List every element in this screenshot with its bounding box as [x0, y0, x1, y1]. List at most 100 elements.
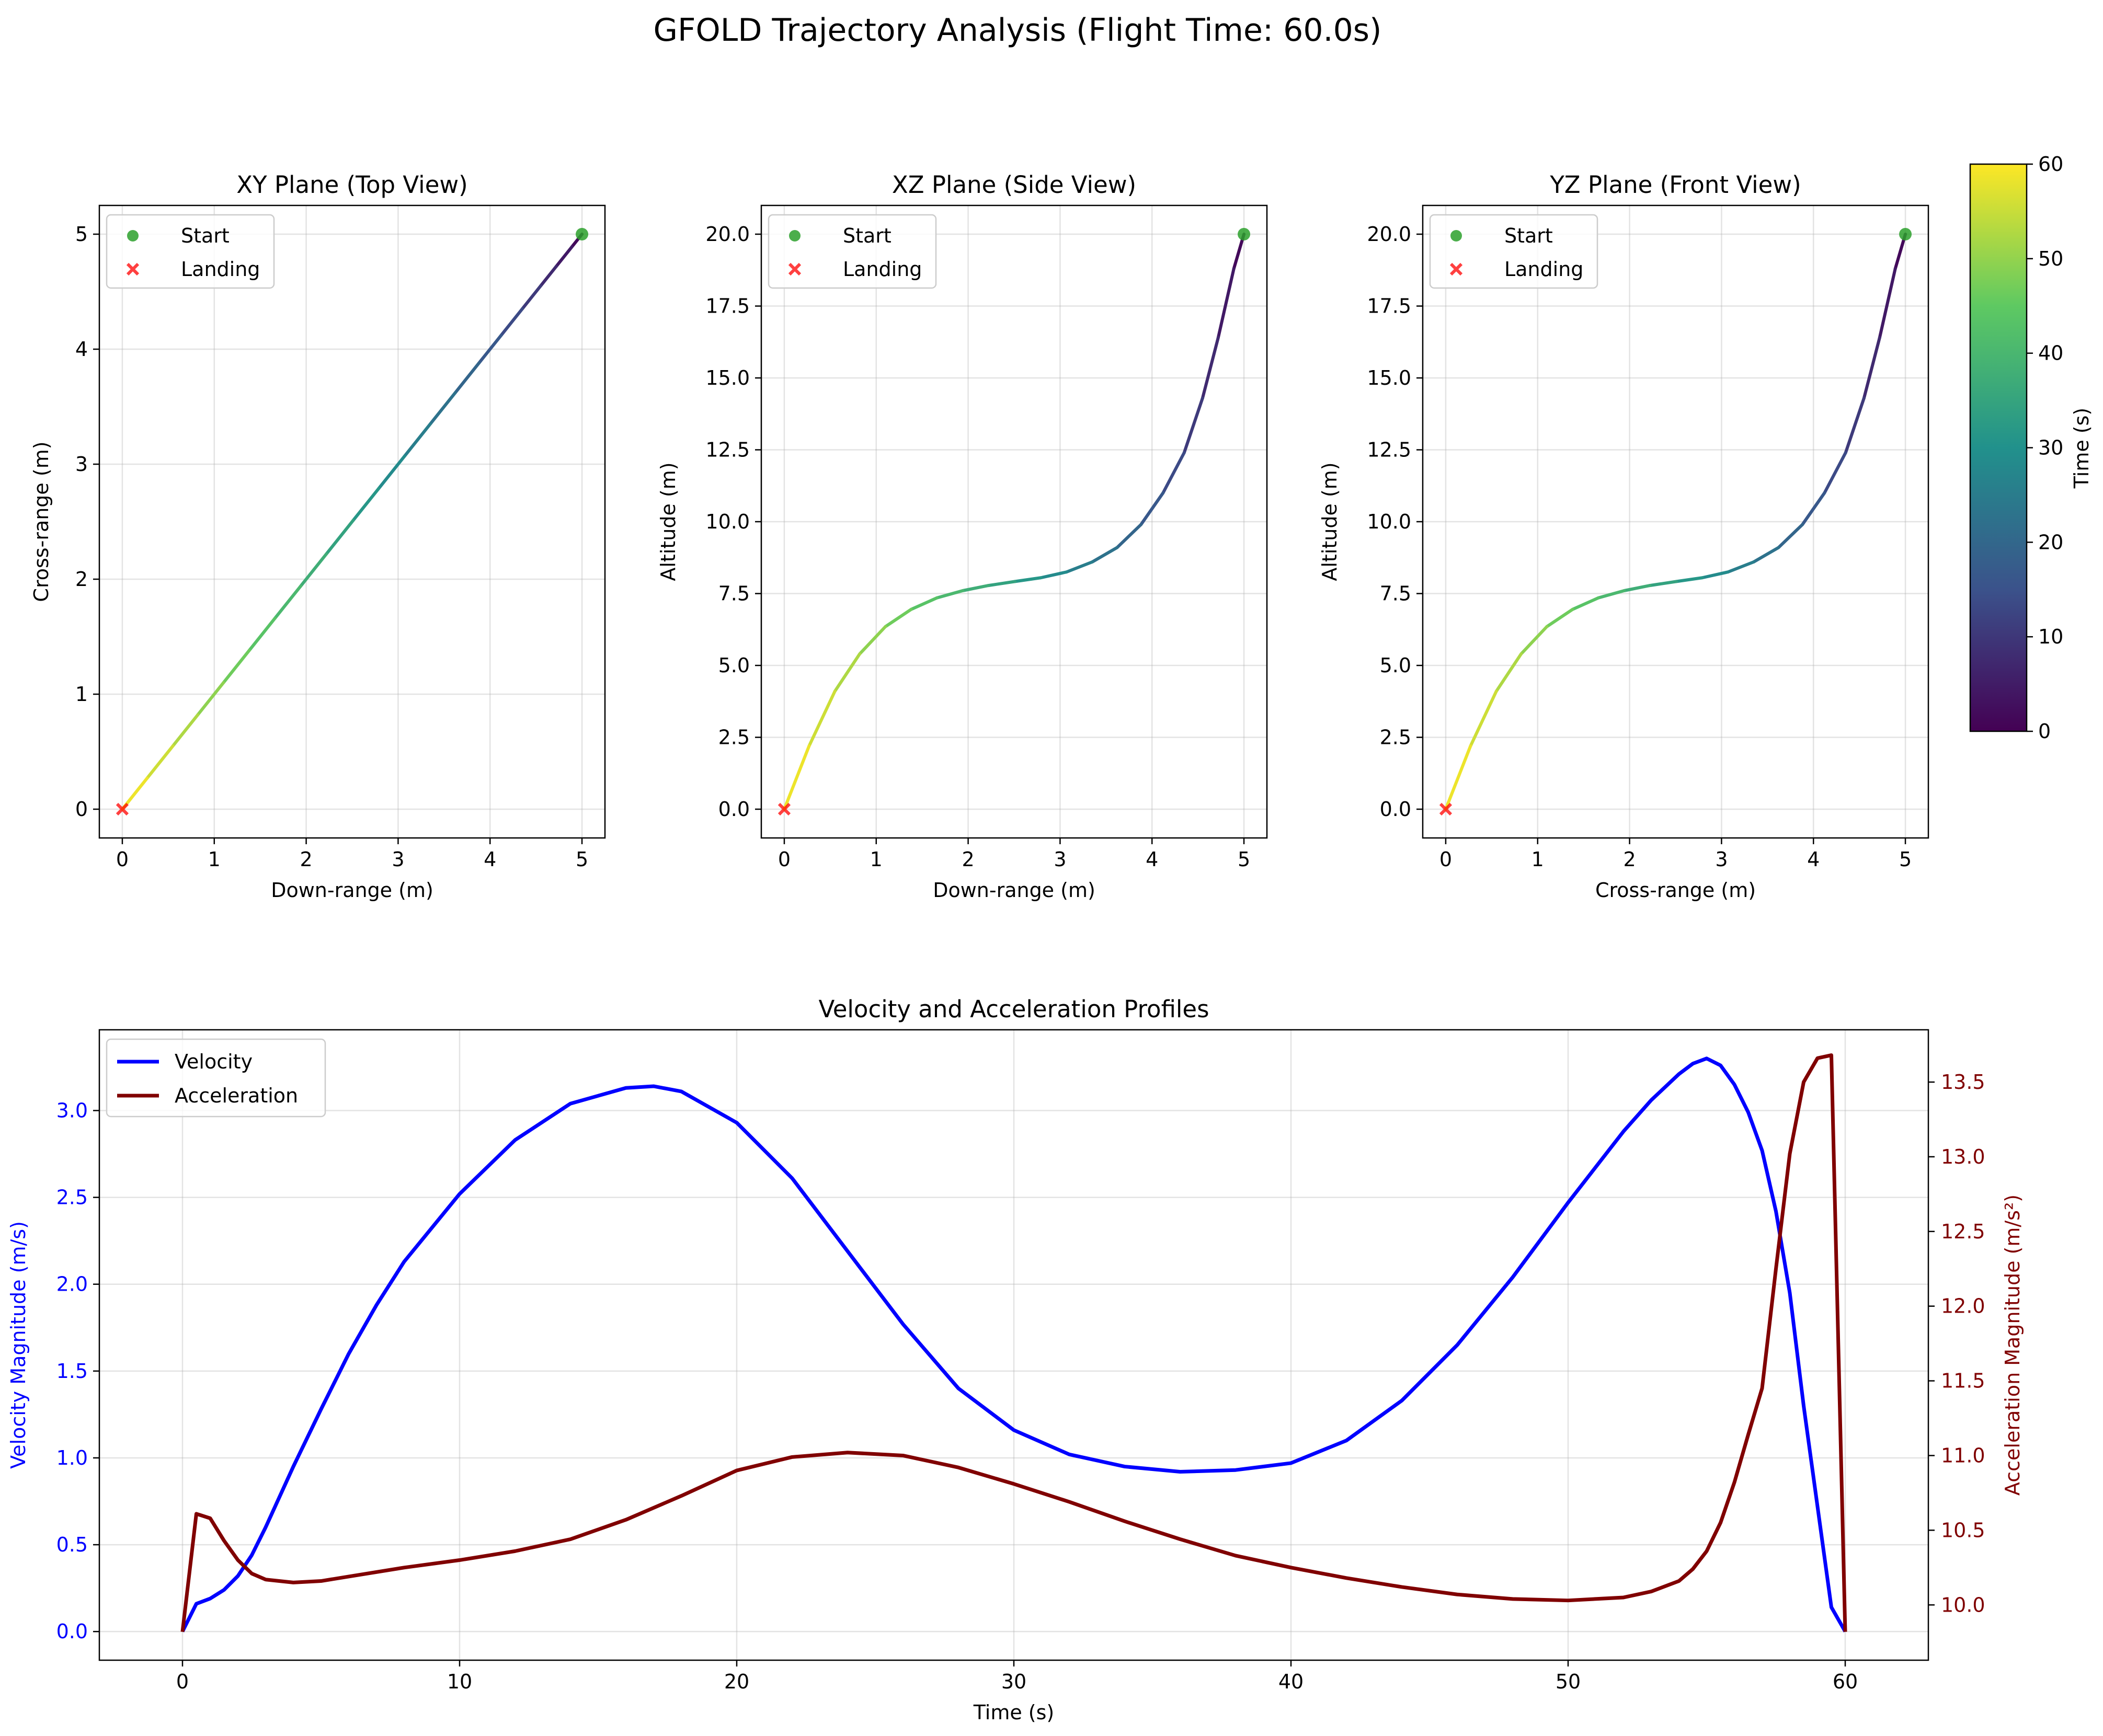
- trajectory-segment: [247, 616, 277, 652]
- legend-landing-swatch: [1449, 262, 1463, 276]
- x-tick-label: 30: [1001, 1670, 1026, 1693]
- trajectory-segment: [1519, 625, 1549, 656]
- x-tick-label: 20: [724, 1670, 749, 1693]
- x-tick-label: 1: [1531, 848, 1544, 871]
- xy-plane-chart: 0 1 2 3 4 5 0 1 2 3 4 5 XY Plane (Top View) Down-rang…: [30, 171, 606, 902]
- trajectory-segment: [1182, 396, 1204, 454]
- colorbar-tick-label: 20: [2038, 531, 2063, 554]
- axes-title: Velocity and Acceleration Profiles: [818, 995, 1209, 1023]
- x-tick-label: 2: [300, 848, 312, 871]
- x-tick-label: 0: [778, 848, 791, 871]
- trajectory-segment: [1862, 336, 1881, 400]
- trajectory-segment: [782, 744, 811, 811]
- x-tick-label: 3: [1054, 848, 1066, 871]
- x-tick-label: 5: [1899, 848, 1912, 871]
- legend-landing-swatch: [788, 262, 802, 276]
- x-tick-label: 3: [1715, 848, 1728, 871]
- trajectory-segment: [171, 713, 200, 748]
- x-tick-label: 5: [576, 848, 588, 871]
- y2-tick-label: 12.5: [1941, 1220, 1985, 1243]
- y-tick-label: 2.5: [56, 1186, 88, 1209]
- legend-box: [106, 1038, 326, 1118]
- trajectory-segment: [196, 681, 225, 717]
- axes-frame: [98, 1029, 1929, 1661]
- trajectory-segment: [1844, 396, 1866, 454]
- y-tick-label: 17.5: [1367, 295, 1411, 318]
- y-tick-label: 7.5: [718, 582, 750, 605]
- colorbar-gradient: [1969, 163, 2028, 732]
- trajectory-segment: [1039, 570, 1068, 580]
- trajectory-segment: [1201, 336, 1220, 400]
- legend-box: [1429, 214, 1598, 289]
- velocity-line: [180, 1056, 1847, 1632]
- legend-start-label: Start: [843, 224, 892, 247]
- x-tick-label: 1: [208, 848, 221, 871]
- legend-box: [106, 214, 275, 289]
- time-colorbar: Time (s) 0 10 20 30 40 50 60: [1969, 153, 2093, 743]
- y-tick-label: 2.5: [1380, 726, 1411, 749]
- legend-landing-label: Landing: [843, 258, 922, 281]
- y-tick-label: 20.0: [705, 223, 750, 246]
- y2-tick-label: 10.5: [1941, 1519, 1985, 1542]
- trajectory-segment: [299, 552, 328, 588]
- colorbar-tick-label: 60: [2038, 153, 2063, 176]
- trajectory-segment: [403, 422, 432, 458]
- trajectory-segment: [1545, 607, 1574, 628]
- legend-landing-label: Landing: [1504, 258, 1583, 281]
- axes-frame: [98, 204, 606, 839]
- legend-landing-swatch: [126, 262, 140, 276]
- y-tick-label: 20.0: [1367, 223, 1411, 246]
- start-marker: [1238, 228, 1251, 240]
- trajectory-segment: [1777, 523, 1804, 549]
- trajectory-segment: [1115, 523, 1143, 549]
- start-marker: [1899, 228, 1912, 240]
- y-tick-label: 0.5: [56, 1533, 88, 1556]
- legend-start-swatch: [1450, 230, 1462, 242]
- x-tick-label: 50: [1556, 1670, 1581, 1693]
- y-tick-label: 2: [75, 568, 88, 591]
- acceleration-line: [180, 1053, 1847, 1632]
- y-tick-label: 2.0: [56, 1273, 88, 1296]
- trajectory-segment: [1622, 584, 1652, 592]
- trajectory-segment: [222, 649, 251, 684]
- trajectory-segment: [428, 391, 457, 426]
- trajectory-segment: [1216, 267, 1236, 339]
- trajectory-segment: [499, 307, 524, 337]
- x-tick-label: 4: [1146, 848, 1158, 871]
- y2-tick-label: 13.0: [1941, 1145, 1985, 1168]
- y-tick-label: 10.0: [705, 510, 750, 533]
- trajectory-segment: [884, 607, 913, 628]
- y2-tick-label: 11.5: [1941, 1370, 1985, 1393]
- axes-frame: [760, 204, 1268, 839]
- colorbar-tick-label: 40: [2038, 342, 2063, 365]
- trajectory-segment: [351, 487, 381, 522]
- trajectory-segment: [453, 361, 481, 395]
- trajectory-segment: [1726, 560, 1755, 574]
- legend-box: [768, 214, 937, 289]
- x-tick-label: 4: [1807, 848, 1820, 871]
- trajectory-segment: [1801, 491, 1826, 526]
- legend-acceleration-label: Acceleration: [175, 1084, 298, 1107]
- yz-plane-chart: 0 1 2 3 4 5 0.0 2.5 5.0 7.5 10.0 12.5 15.0 17.5 20.0 YZ…: [1318, 171, 1929, 902]
- colorbar-tick-label: 50: [2038, 247, 2063, 270]
- y2-tick-label: 12.0: [1941, 1295, 1985, 1318]
- landing-marker: [1439, 802, 1453, 816]
- trajectory-segment: [1700, 570, 1730, 580]
- y-tick-label: 3.0: [56, 1099, 88, 1122]
- trajectory-segment: [539, 265, 558, 288]
- legend-landing-label: Landing: [181, 258, 260, 281]
- y2-tick-label: 11.0: [1941, 1444, 1985, 1467]
- y-tick-label: 5: [75, 223, 88, 246]
- y-tick-label: 15.0: [705, 366, 750, 389]
- landing-marker: [778, 802, 791, 816]
- x-tick-label: 4: [484, 848, 496, 871]
- y-axis-label: Altitude (m): [1318, 462, 1341, 581]
- x-tick-label: 10: [447, 1670, 472, 1693]
- y2-tick-label: 13.5: [1941, 1071, 1985, 1094]
- y-tick-label: 1: [75, 683, 88, 706]
- y-tick-label: 1.5: [56, 1360, 88, 1383]
- trajectory-segment: [377, 454, 406, 490]
- trajectory-segment: [325, 519, 355, 556]
- trajectory-segment: [833, 652, 862, 693]
- axes-title: YZ Plane (Front View): [1549, 171, 1801, 199]
